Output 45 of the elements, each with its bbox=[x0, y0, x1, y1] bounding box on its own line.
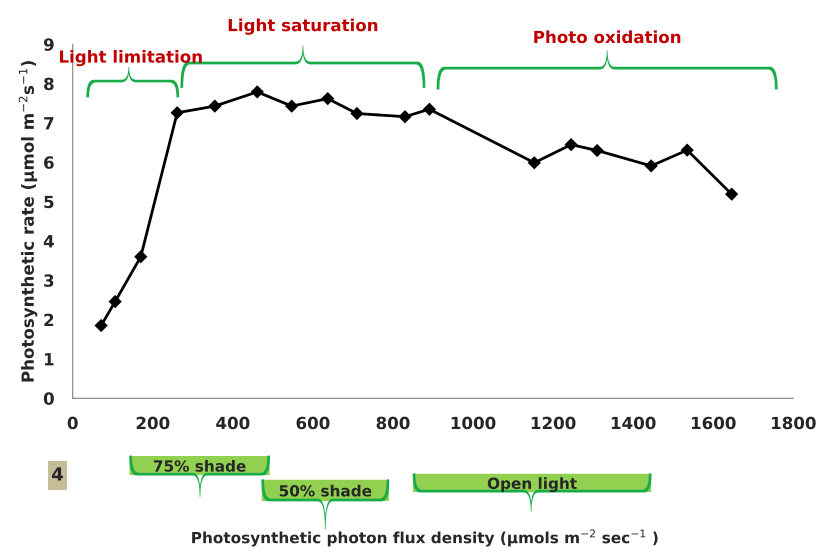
x-tick-label: 0 bbox=[68, 416, 78, 430]
x-tick-label: 1200 bbox=[532, 416, 576, 430]
point bbox=[321, 92, 334, 106]
text: Light saturation bbox=[228, 18, 378, 35]
x-tick-label: 1800 bbox=[772, 416, 816, 430]
y-tick-label: 6 bbox=[44, 156, 54, 169]
y-tick-label: 1 bbox=[44, 353, 54, 366]
text: Photo oxidation bbox=[534, 30, 680, 44]
y-tick-label: 3 bbox=[44, 274, 54, 287]
y-tick-label: 5 bbox=[44, 196, 54, 208]
y-axis-title: Photosynthetic rate (µmol m$^{−2}$s$^{−1}$) bbox=[18, 61, 38, 382]
y-tick-label: 4 bbox=[44, 235, 54, 248]
point bbox=[680, 144, 694, 157]
point bbox=[108, 295, 122, 308]
x-tick-label: 1600 bbox=[692, 416, 736, 430]
point bbox=[590, 144, 604, 157]
x-tick-label: 1000 bbox=[452, 416, 496, 430]
point bbox=[528, 156, 541, 170]
x-tick-label: 1400 bbox=[612, 416, 656, 430]
annotation: Light limitation bbox=[60, 50, 202, 66]
text: 75% shade bbox=[154, 460, 246, 472]
point bbox=[644, 159, 658, 172]
point bbox=[170, 106, 184, 120]
point bbox=[208, 100, 222, 112]
y-tick-label: 8 bbox=[44, 78, 54, 90]
y-tick-label: 2 bbox=[44, 314, 54, 326]
point bbox=[285, 100, 298, 112]
x-tick-label: 400 bbox=[216, 416, 250, 430]
point bbox=[422, 102, 436, 116]
point bbox=[564, 138, 578, 152]
point bbox=[398, 110, 412, 124]
text: Open light bbox=[488, 477, 577, 492]
x-tick-label: 200 bbox=[136, 416, 170, 430]
point bbox=[134, 250, 148, 264]
text: 50% shade bbox=[280, 484, 372, 497]
y-tick-label: 9 bbox=[44, 38, 54, 51]
point bbox=[250, 86, 264, 98]
point bbox=[350, 107, 364, 120]
y-tick-label: 7 bbox=[44, 117, 54, 130]
y-tick-label: 0 bbox=[44, 392, 54, 405]
x-tick-label: 800 bbox=[376, 416, 410, 430]
x-tick-label: 600 bbox=[296, 416, 330, 430]
text: Photosynthetic photon flux density (µmols m$^{−2}$ sec$^{−1}$ ) bbox=[192, 529, 658, 546]
point bbox=[94, 319, 108, 332]
point bbox=[725, 188, 738, 201]
